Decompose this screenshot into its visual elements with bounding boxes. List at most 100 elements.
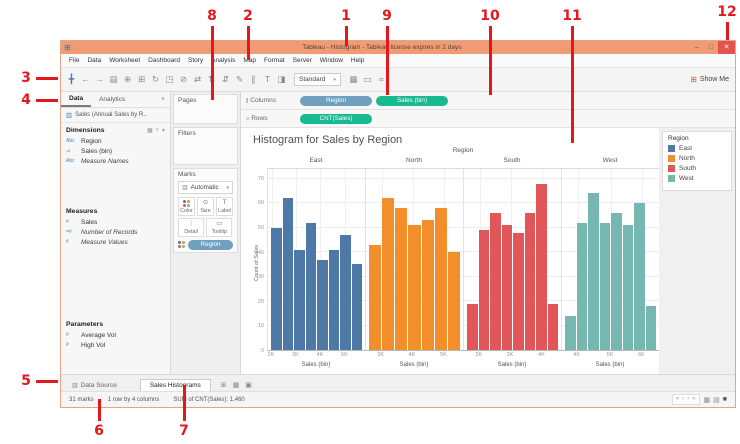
add-data-source-icon[interactable]: ⊕ <box>123 74 132 85</box>
chart-pane-north[interactable] <box>365 169 463 350</box>
bar[interactable] <box>622 225 633 350</box>
menu-map[interactable]: Map <box>243 57 257 64</box>
bar[interactable] <box>447 252 460 350</box>
show-me-button[interactable]: ⊞ Show Me <box>690 75 729 84</box>
bar[interactable] <box>467 303 478 350</box>
redo-icon[interactable]: → <box>95 74 104 85</box>
chart-pane-west[interactable] <box>561 169 659 350</box>
pill-cnt-sales[interactable]: CNT(Sales) <box>300 113 372 124</box>
nav-arrow-icon[interactable]: › <box>687 396 690 402</box>
show-mark-labels-icon[interactable]: T <box>264 74 271 85</box>
field-measure-names[interactable]: Abc Measure Names <box>61 156 170 166</box>
pill-sales-bin[interactable]: Sales (bin) <box>376 95 448 106</box>
bar[interactable] <box>576 222 587 350</box>
fit-dropdown[interactable]: Standard ▾ <box>294 73 341 86</box>
bar[interactable] <box>369 244 382 350</box>
bar[interactable] <box>611 213 622 350</box>
fix-axes-icon[interactable]: ◨ <box>277 74 286 85</box>
group-members-icon[interactable]: ∥ <box>251 74 256 85</box>
bar[interactable] <box>536 183 547 350</box>
field-sales[interactable]: # Sales <box>61 217 170 227</box>
menu-worksheet[interactable]: Worksheet <box>109 57 141 64</box>
rows-shelf[interactable]: ≡ Rows CNT(Sales) <box>241 110 735 128</box>
detail-button[interactable]: ⋮ Detail <box>178 218 205 237</box>
bar[interactable] <box>547 303 558 350</box>
legend-item-south[interactable]: South <box>668 165 726 172</box>
legend-item-north[interactable]: North <box>668 155 726 162</box>
bar[interactable] <box>434 208 447 350</box>
presentation-mode-icon[interactable]: ▭ <box>363 74 372 85</box>
show-hide-cards-icon[interactable]: ▦ <box>349 74 358 85</box>
nav-arrow-icon[interactable]: » <box>692 396 696 402</box>
menu-dashboard[interactable]: Dashboard <box>148 57 180 64</box>
field-number-of-records[interactable]: =# Number of Records <box>61 227 170 237</box>
menu-analysis[interactable]: Analysis <box>211 57 236 64</box>
data-source-item[interactable]: ▥ Sales (Annual Sales by R.. <box>61 108 170 123</box>
chart-pane-east[interactable] <box>267 169 365 350</box>
restore-button[interactable]: □ <box>708 44 714 51</box>
color-legend[interactable]: Region East North South West <box>662 131 732 191</box>
data-source-tab[interactable]: ▥ Data Source <box>63 380 126 391</box>
show-filmstrip-icon[interactable]: ▤ <box>713 396 720 404</box>
y-axis[interactable]: Count of Sales 0 10 20 30 40 50 60 70 <box>241 169 267 354</box>
bar[interactable] <box>305 222 316 350</box>
search-icon[interactable]: ⌕ <box>155 127 159 133</box>
bar[interactable] <box>294 249 305 350</box>
bar[interactable] <box>421 220 434 350</box>
bar[interactable] <box>340 235 351 350</box>
bar[interactable] <box>490 213 501 350</box>
sheet-tab-sales-histograms[interactable]: Sales Histograms <box>139 379 211 391</box>
tableau-logo-icon[interactable]: ╋ <box>68 74 75 84</box>
bar[interactable] <box>271 227 282 350</box>
pages-shelf[interactable]: Pages <box>173 94 238 124</box>
new-dashboard-tab-icon[interactable]: ▦ <box>232 382 240 389</box>
highlight-icon[interactable]: ✎ <box>235 74 244 85</box>
close-button[interactable]: ✕ <box>718 41 735 54</box>
show-sheet-tabs-icon[interactable]: ■ <box>722 395 727 403</box>
menu-server[interactable]: Server <box>292 57 312 64</box>
bar[interactable] <box>382 198 395 350</box>
nav-arrow-icon[interactable]: ‹ <box>682 396 685 402</box>
bar[interactable] <box>282 198 293 350</box>
sheet-navigator[interactable]: «‹ ›» <box>671 394 700 405</box>
tooltip-button[interactable]: ▭ Tooltip <box>206 218 233 237</box>
save-icon[interactable]: ▤ <box>109 74 118 85</box>
tab-data[interactable]: Data <box>61 92 92 107</box>
menu-help[interactable]: Help <box>350 57 365 64</box>
columns-shelf[interactable]: ||| Columns Region Sales (bin) <box>241 92 735 110</box>
field-measure-values[interactable]: # Measure Values <box>61 237 170 247</box>
bar[interactable] <box>408 225 421 350</box>
bar[interactable] <box>524 213 535 350</box>
menu-file[interactable]: File <box>69 57 80 64</box>
minimize-button[interactable]: – <box>695 44 699 51</box>
bar[interactable] <box>501 225 512 350</box>
mark-type-dropdown[interactable]: ▥ Automatic ▾ <box>178 181 233 194</box>
bar[interactable] <box>395 208 408 350</box>
tab-analytics[interactable]: Analytics <box>99 96 126 103</box>
bar[interactable] <box>634 203 645 350</box>
menu-data[interactable]: Data <box>87 57 102 64</box>
field-average-vol[interactable]: # Average Vol <box>61 330 170 340</box>
bar[interactable] <box>513 232 524 350</box>
size-button[interactable]: ⊙ Size <box>197 197 214 216</box>
view-as-grid-icon[interactable]: ▦ <box>146 128 153 134</box>
legend-item-west[interactable]: West <box>668 175 726 182</box>
swap-rows-columns-icon[interactable]: ⇄ <box>193 74 202 85</box>
filters-shelf[interactable]: Filters <box>173 127 238 165</box>
sort-descending-icon[interactable]: ⇵ <box>221 74 230 85</box>
new-worksheet-tab-icon[interactable]: ⊞ <box>220 382 227 389</box>
refresh-icon[interactable]: ↻ <box>151 74 160 85</box>
bar[interactable] <box>645 305 656 350</box>
undo-icon[interactable]: ← <box>81 74 90 85</box>
clear-sheet-icon[interactable]: ⊘ <box>179 74 188 85</box>
share-workbook-icon[interactable]: ∝ <box>378 74 385 85</box>
bar[interactable] <box>328 249 339 350</box>
bar[interactable] <box>317 259 328 350</box>
bar[interactable] <box>588 193 599 350</box>
menu-window[interactable]: Window <box>319 57 343 64</box>
show-sheet-sorter-icon[interactable]: ▦ <box>703 396 711 404</box>
menu-story[interactable]: Story <box>187 57 204 64</box>
color-button[interactable]: Color <box>178 197 195 216</box>
bar[interactable] <box>565 315 576 350</box>
menu-format[interactable]: Format <box>264 57 285 64</box>
